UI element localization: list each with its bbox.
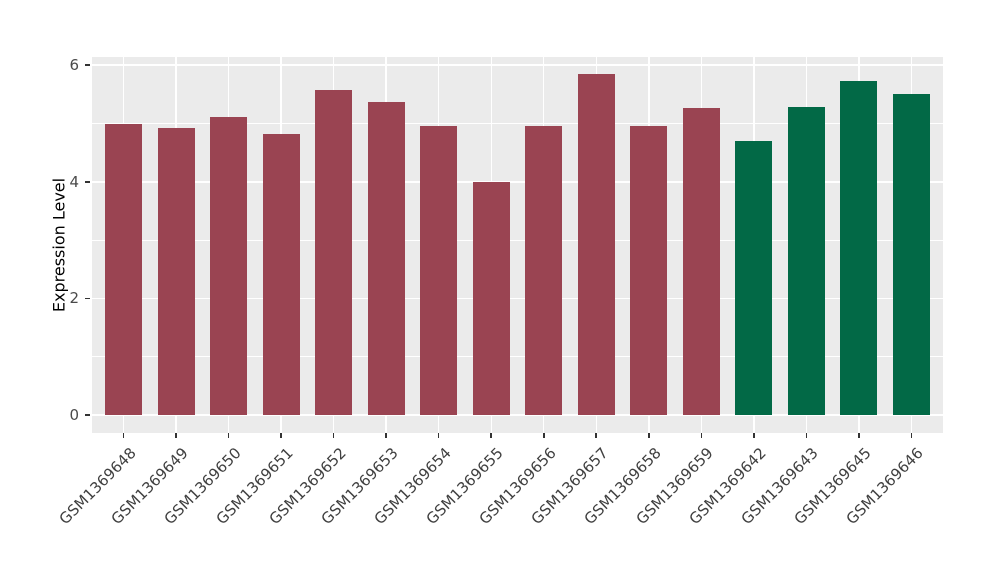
x-tick-mark	[122, 433, 125, 438]
minor-gridline	[92, 239, 943, 241]
y-tick-label: 4	[69, 172, 79, 191]
y-tick-mark	[85, 297, 90, 300]
bar	[682, 107, 720, 415]
major-gridline	[92, 181, 943, 183]
major-gridline	[92, 64, 943, 66]
y-tick-label: 0	[69, 406, 79, 424]
x-tick-mark	[542, 433, 545, 438]
bar	[420, 126, 458, 415]
major-gridline	[92, 297, 943, 300]
bar	[735, 141, 773, 415]
x-tick-mark	[753, 433, 755, 438]
x-tick-mark	[437, 433, 440, 438]
bar	[105, 123, 143, 415]
x-tick-mark	[648, 433, 650, 438]
bar	[472, 181, 510, 415]
minor-gridline	[92, 356, 943, 358]
y-tick-mark	[85, 64, 90, 66]
bar	[525, 126, 563, 415]
bar	[892, 93, 930, 415]
x-tick-mark	[595, 433, 598, 438]
plot-panel	[92, 57, 943, 433]
x-tick-mark	[910, 433, 913, 438]
bar	[262, 134, 300, 415]
bar	[157, 127, 195, 415]
y-tick-label: 2	[69, 289, 79, 308]
x-tick-mark	[280, 433, 282, 438]
x-tick-mark	[490, 433, 493, 438]
bar	[210, 117, 248, 415]
x-tick-mark	[332, 433, 335, 438]
y-tick-mark	[85, 414, 90, 416]
bar	[787, 107, 825, 415]
bar	[630, 126, 668, 415]
x-tick-mark	[385, 433, 387, 438]
y-tick-mark	[85, 181, 90, 183]
x-tick-mark	[175, 433, 177, 438]
x-tick-mark	[858, 433, 860, 438]
y-tick-label: 6	[69, 56, 79, 75]
bar	[577, 73, 615, 415]
x-tick-mark	[227, 433, 230, 438]
major-gridline	[92, 414, 943, 416]
bar	[840, 80, 878, 415]
bar	[315, 90, 353, 415]
minor-gridline	[92, 123, 943, 124]
x-tick-mark	[700, 433, 703, 438]
bar	[367, 101, 405, 415]
x-tick-mark	[805, 433, 808, 438]
